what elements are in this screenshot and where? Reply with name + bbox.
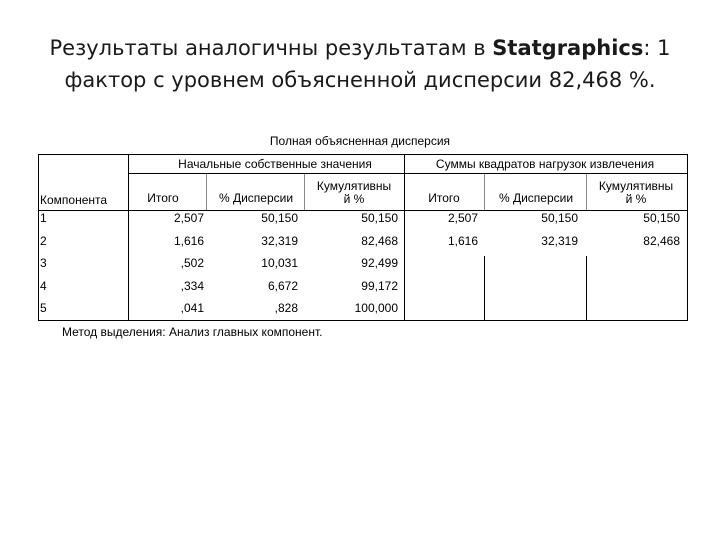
table-cell: 82,468 xyxy=(643,233,680,248)
heading-bold-term: Statgraphics xyxy=(492,36,644,60)
table-cell: 10,031 xyxy=(261,256,298,270)
col-header-pct-2: % Дисперсии xyxy=(498,191,574,205)
table-cell: 50,150 xyxy=(361,211,398,225)
table-cell: ,502 xyxy=(180,256,204,270)
table-cell: 82,468 xyxy=(361,233,398,248)
col-divider-2 xyxy=(304,174,305,210)
table-cell: 50,150 xyxy=(643,211,680,225)
table-cell: 1 xyxy=(40,211,47,225)
table-cell: 99,172 xyxy=(361,278,398,293)
table-title: Полная объясненная дисперсия xyxy=(269,134,451,148)
slide-heading-line-2: фактор с уровнем объясненной дисперсии 8… xyxy=(64,68,656,92)
table-cell: 2,507 xyxy=(173,211,204,225)
col-divider-3 xyxy=(484,174,485,210)
col-header-cum-2b: й % xyxy=(625,192,647,206)
table-cell: 1,616 xyxy=(173,233,204,248)
table-cell: 1,616 xyxy=(447,233,478,248)
table-cell: ,334 xyxy=(180,278,204,293)
table-cell: 6,672 xyxy=(267,278,298,293)
table-bottom-border xyxy=(38,320,688,321)
col-header-cum-1a: Кумулятивны xyxy=(316,179,392,193)
table-cell: 2 xyxy=(40,233,47,248)
table-cell: 50,150 xyxy=(261,211,298,225)
col-header-total-2: Итого xyxy=(428,191,460,205)
heading-text-end: : 1 xyxy=(643,36,671,60)
table-cell: 3 xyxy=(40,256,47,270)
empty-extraction-divider-1 xyxy=(484,256,485,321)
group-header-extraction: Суммы квадратов нагрузок извлечения xyxy=(435,157,655,171)
component-divider xyxy=(128,154,129,321)
col-header-pct-1: % Дисперсии xyxy=(218,191,294,205)
col-header-total-1: Итого xyxy=(147,191,179,205)
col-divider-1 xyxy=(206,174,207,210)
table-cell: ,041 xyxy=(180,301,204,315)
table-cell: 50,150 xyxy=(541,211,578,225)
table-cell: 2,507 xyxy=(447,211,478,225)
table-cell: 32,319 xyxy=(541,233,578,248)
table-cell: ,828 xyxy=(274,301,298,315)
left-border xyxy=(38,154,39,321)
group-divider xyxy=(404,154,405,321)
table-cell: 5 xyxy=(40,301,47,315)
col-header-cum-1b: й % xyxy=(343,192,365,206)
col-header-component: Компонента xyxy=(40,193,108,207)
slide-heading-line-1: Результаты аналогичны результатам в Stat… xyxy=(0,32,720,64)
slide-heading: Результаты аналогичны результатам в Stat… xyxy=(0,32,720,96)
group-header-initial: Начальные собственные значения xyxy=(178,157,372,171)
table-footnote: Метод выделения: Анализ главных компонен… xyxy=(62,325,323,339)
right-border xyxy=(687,154,688,321)
heading-text: Результаты аналогичны результатам в xyxy=(49,36,493,60)
table-top-border xyxy=(38,154,688,155)
table-cell: 100,000 xyxy=(354,301,398,315)
table-cell: 92,499 xyxy=(361,256,398,270)
table-cell: 4 xyxy=(40,278,47,293)
header-bottom-border xyxy=(38,210,688,211)
col-divider-4 xyxy=(586,174,587,210)
col-header-cum-2a: Кумулятивны xyxy=(598,179,674,193)
empty-extraction-divider-2 xyxy=(586,256,587,321)
table-cell: 32,319 xyxy=(261,233,298,248)
header-divider xyxy=(128,173,688,174)
